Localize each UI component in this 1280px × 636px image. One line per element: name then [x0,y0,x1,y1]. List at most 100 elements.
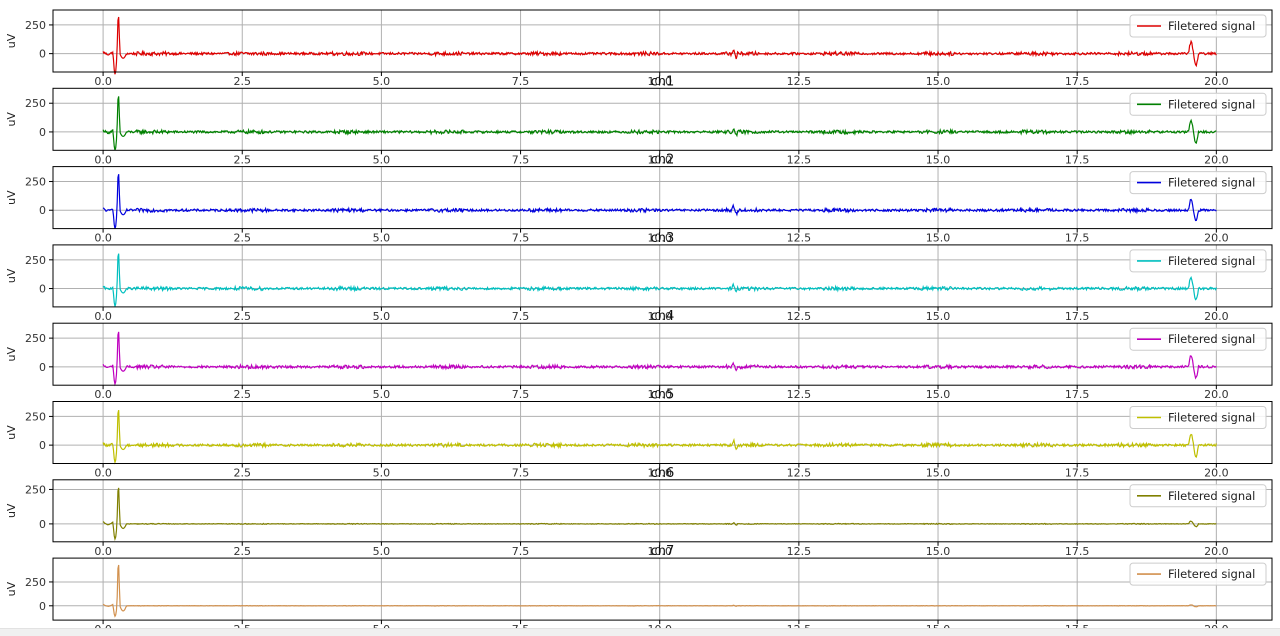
x-tick-label: 20.0 [1204,545,1229,558]
x-tick-label: 15.0 [926,75,951,88]
x-tick-label: 5.0 [373,623,391,628]
legend: Filetered signal [1129,92,1267,116]
y-tick-label: 0 [39,518,46,531]
x-tick-label: 2.5 [234,388,252,401]
x-tick-label: 17.5 [1065,310,1090,323]
panel-7: 0 250 uV 0.0 2.5 5.0 7.5 10.0 12.5 15.0 17.5 20.0 Fi… [5,557,1273,628]
window-bottom-edge [0,628,1280,636]
panel-title: ch3 [651,231,675,246]
y-axis-label: uV [5,33,18,48]
x-tick-label: 20.0 [1204,623,1229,628]
x-tick-label: 17.5 [1065,623,1090,628]
axes-frame [52,401,1273,464]
x-tick-label: 0.0 [94,75,112,88]
x-tick-label: 12.5 [787,545,812,558]
axes-frame [52,9,1273,73]
y-tick-label: 0 [39,283,46,296]
x-tick-label: 2.5 [234,75,252,88]
x-tick-label: 20.0 [1204,153,1229,166]
x-tick-label: 10.0 [647,467,672,480]
y-axis-label: uV [5,268,18,283]
x-tick-label: 10.0 [647,623,672,628]
legend-box [1129,249,1267,273]
x-tick-label: 20.0 [1204,467,1229,480]
x-tick-label: 20.0 [1204,75,1229,88]
y-tick-label: 250 [25,483,46,496]
x-tick-label: 15.0 [926,545,951,558]
x-tick-label: 17.5 [1065,467,1090,480]
legend-label: Filetered signal [1168,567,1255,581]
panel-5: 0 250 uV 0.0 2.5 5.0 7.5 10.0 12.5 15.0 17.5 20.0 Fi… [5,401,1273,480]
legend-label: Filetered signal [1168,489,1255,503]
y-tick-label: 0 [39,48,46,61]
x-tick-label: 10.0 [647,388,672,401]
legend-box [1129,92,1267,116]
panel-4: 0 250 uV 0.0 2.5 5.0 7.5 10.0 12.5 15.0 17.5 20.0 Fi… [5,322,1273,401]
x-tick-label: 10.0 [647,545,672,558]
x-tick-label: 12.5 [787,623,812,628]
x-tick-label: 12.5 [787,310,812,323]
x-tick-label: 5.0 [373,75,391,88]
x-tick-label: 2.5 [234,623,252,628]
x-tick-label: 2.5 [234,232,252,245]
x-tick-label: 7.5 [512,545,530,558]
x-tick-label: 15.0 [926,388,951,401]
x-tick-label: 2.5 [234,310,252,323]
signal-line [102,564,1217,618]
panel-title: ch1 [651,74,675,89]
legend-label: Filetered signal [1168,332,1255,346]
x-tick-label: 5.0 [373,388,391,401]
legend-box [1129,484,1267,508]
x-tick-label: 5.0 [373,232,391,245]
y-tick-label: 0 [39,361,46,374]
x-tick-label: 15.0 [926,153,951,166]
x-tick-label: 12.5 [787,153,812,166]
signal-line [102,331,1217,387]
legend-box [1129,327,1267,351]
y-tick-label: 250 [25,176,46,189]
x-tick-label: 17.5 [1065,75,1090,88]
x-tick-label: 5.0 [373,153,391,166]
x-tick-label: 2.5 [234,467,252,480]
panel-6: 0 250 uV 0.0 2.5 5.0 7.5 10.0 12.5 15.0 17.5 20.0 Fi… [5,479,1273,558]
y-tick-label: 250 [25,576,46,589]
panel-title: ch7 [651,544,675,559]
x-tick-label: 17.5 [1065,388,1090,401]
x-tick-label: 0.0 [94,545,112,558]
panel-0: 0 250 uV 0.0 2.5 5.0 7.5 10.0 12.5 15.0 17.5 20.0 Fi… [5,9,1273,88]
x-tick-label: 5.0 [373,545,391,558]
y-axis-label: uV [5,190,18,205]
x-tick-label: 15.0 [926,232,951,245]
signal-line [102,16,1217,75]
y-tick-label: 0 [39,126,46,139]
legend: Filetered signal [1129,249,1267,273]
panel-2: 0 250 uV 0.0 2.5 5.0 7.5 10.0 12.5 15.0 17.5 20.0 Fi… [5,166,1273,245]
signal-line [102,487,1217,542]
x-tick-label: 7.5 [512,388,530,401]
x-tick-label: 12.5 [787,388,812,401]
panel-title: ch6 [651,466,675,481]
panel-title: ch4 [651,309,675,324]
y-tick-label: 250 [25,410,46,423]
signal-line [102,96,1217,151]
x-tick-label: 2.5 [234,153,252,166]
legend: Filetered signal [1129,406,1267,429]
x-tick-label: 20.0 [1204,388,1229,401]
x-tick-label: 17.5 [1065,232,1090,245]
y-tick-label: 0 [39,600,46,613]
y-axis-label: uV [5,503,18,518]
x-tick-label: 7.5 [512,153,530,166]
x-tick-label: 20.0 [1204,310,1229,323]
y-axis-label: uV [5,346,18,361]
x-tick-label: 0.0 [94,388,112,401]
legend: Filetered signal [1129,14,1267,38]
x-tick-label: 0.0 [94,153,112,166]
y-tick-label: 0 [39,204,46,217]
y-tick-label: 250 [25,332,46,345]
panel-title: ch2 [651,153,675,168]
axes-frame [52,479,1273,543]
x-tick-label: 17.5 [1065,153,1090,166]
x-tick-label: 15.0 [926,467,951,480]
axes-frame [52,87,1273,151]
x-tick-label: 0.0 [94,467,112,480]
